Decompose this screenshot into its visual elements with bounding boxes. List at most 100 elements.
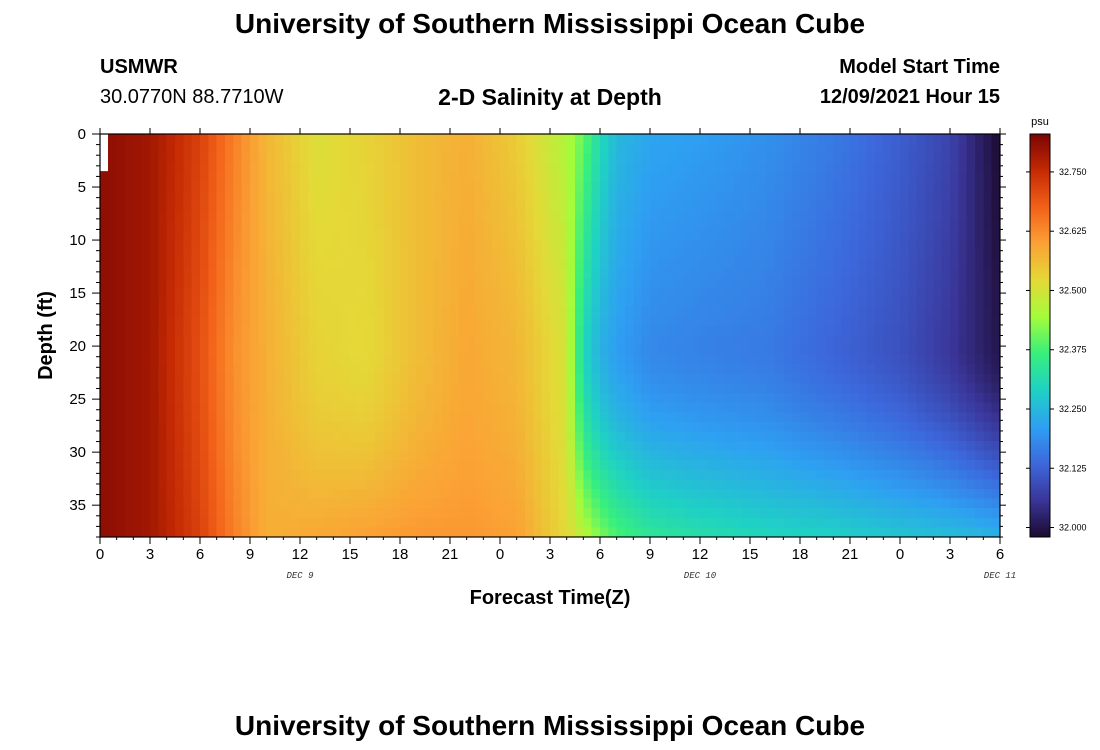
x-tick-label: 3	[546, 546, 554, 563]
heatmap-cell	[683, 479, 693, 490]
heatmap-cell	[200, 258, 209, 269]
heatmap-cell	[816, 498, 826, 509]
heatmap-cell	[991, 277, 1001, 289]
heatmap-cell	[175, 306, 184, 317]
heatmap-cell	[158, 162, 168, 173]
heatmap-cell	[158, 498, 168, 509]
missing-data-cell	[100, 134, 108, 172]
heatmap-cell	[833, 469, 843, 481]
colorbar-tick-label: 32.750	[1059, 167, 1087, 177]
heatmap-cell	[250, 258, 259, 269]
heatmap-cell	[958, 172, 968, 183]
heatmap-cell	[225, 364, 234, 375]
heatmap-cell	[383, 134, 393, 145]
heatmap-cell	[425, 191, 434, 202]
heatmap-cell	[866, 460, 876, 471]
heatmap-cell	[533, 469, 543, 481]
heatmap-cell	[733, 364, 743, 375]
heatmap-cell	[758, 527, 768, 538]
heatmap-cell	[316, 421, 326, 433]
heatmap-cell	[183, 412, 193, 423]
heatmap-cell	[766, 258, 776, 269]
heatmap-cell	[791, 421, 801, 433]
heatmap-cell	[850, 297, 859, 308]
x-axis-title: Forecast Time(Z)	[470, 587, 631, 609]
heatmap-cell	[958, 431, 968, 442]
heatmap-cell	[216, 335, 226, 346]
heatmap-cell	[216, 364, 226, 375]
heatmap-cell	[216, 345, 226, 356]
heatmap-cell	[283, 431, 293, 442]
heatmap-cell	[975, 393, 984, 404]
heatmap-cell	[191, 508, 201, 519]
heatmap-cell	[716, 249, 726, 260]
heatmap-cell	[508, 450, 518, 461]
heatmap-cell	[883, 220, 893, 231]
heatmap-cell	[800, 181, 809, 193]
heatmap-cell	[175, 345, 184, 356]
heatmap-cell	[891, 220, 901, 231]
heatmap-cell	[416, 268, 426, 279]
heatmap-cell	[300, 239, 309, 250]
heatmap-cell	[258, 325, 268, 337]
heatmap-cell	[250, 527, 259, 538]
heatmap-cell	[775, 316, 784, 327]
heatmap-cell	[508, 421, 518, 433]
heatmap-cell	[275, 431, 284, 442]
heatmap-cell	[325, 153, 334, 164]
heatmap-cell	[941, 450, 951, 461]
heatmap-cell	[566, 297, 576, 308]
heatmap-cell	[116, 162, 126, 173]
heatmap-cell	[466, 229, 476, 241]
heatmap-cell	[150, 191, 159, 202]
heatmap-cell	[575, 450, 584, 461]
heatmap-cell	[433, 383, 443, 394]
heatmap-cell	[683, 210, 693, 221]
heatmap-cell	[616, 460, 626, 471]
heatmap-cell	[783, 220, 793, 231]
heatmap-cell	[700, 498, 709, 509]
heatmap-cell	[133, 489, 143, 500]
heatmap-cell	[550, 402, 559, 413]
heatmap-cell	[750, 373, 759, 385]
heatmap-cell	[108, 460, 118, 471]
heatmap-cell	[558, 210, 568, 221]
heatmap-cell	[183, 297, 193, 308]
heatmap-cell	[208, 297, 218, 308]
heatmap-cell	[975, 364, 984, 375]
heatmap-cell	[191, 134, 201, 145]
heatmap-cell	[375, 210, 384, 221]
heatmap-cell	[708, 364, 718, 375]
heatmap-cell	[991, 402, 1001, 413]
heatmap-cell	[608, 393, 618, 404]
heatmap-cell	[933, 268, 943, 279]
heatmap-cell	[633, 508, 643, 519]
heatmap-cell	[691, 335, 701, 346]
heatmap-cell	[483, 441, 493, 452]
heatmap-cell	[800, 373, 809, 385]
heatmap-cell	[533, 201, 543, 212]
heatmap-cell	[158, 297, 168, 308]
heatmap-cell	[225, 249, 234, 260]
heatmap-cell	[566, 287, 576, 298]
heatmap-cell	[566, 489, 576, 500]
heatmap-cell	[850, 153, 859, 164]
heatmap-cell	[766, 469, 776, 481]
heatmap-cell	[308, 489, 318, 500]
heatmap-cell	[841, 393, 851, 404]
heatmap-cell	[425, 450, 434, 461]
heatmap-cell	[675, 527, 684, 538]
heatmap-cell	[133, 229, 143, 241]
heatmap-cell	[583, 431, 593, 442]
x-tick-label: 15	[742, 546, 759, 563]
heatmap-cell	[791, 258, 801, 269]
heatmap-cell	[866, 153, 876, 164]
heatmap-cell	[508, 162, 518, 173]
heatmap-cell	[225, 181, 234, 193]
heatmap-cell	[400, 508, 409, 519]
heatmap-cell	[516, 402, 526, 413]
heatmap-cell	[233, 373, 243, 385]
heatmap-cell	[750, 421, 759, 433]
heatmap-cell	[408, 134, 418, 145]
heatmap-cell	[383, 316, 393, 327]
